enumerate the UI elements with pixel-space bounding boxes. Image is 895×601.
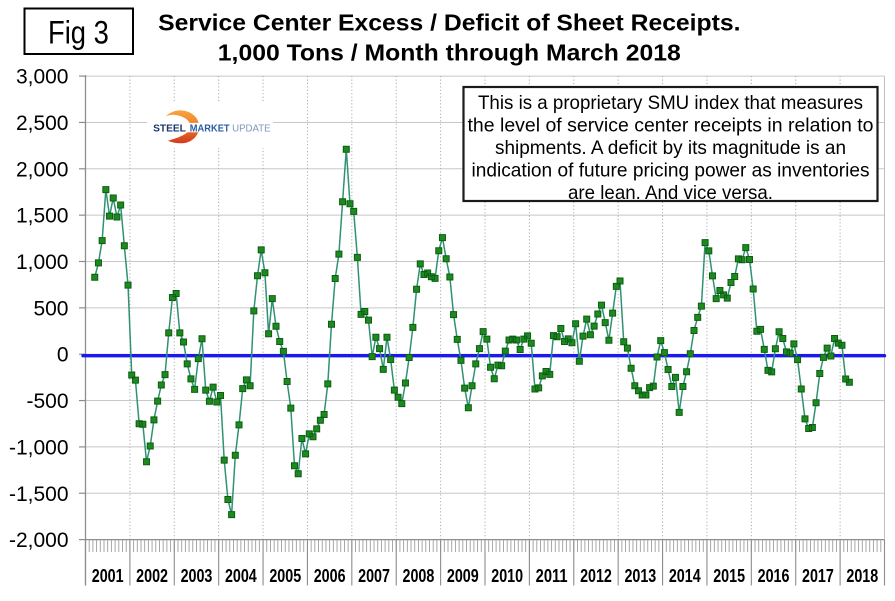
svg-text:-2,000: -2,000 xyxy=(9,529,69,552)
svg-text:2,000: 2,000 xyxy=(16,158,69,181)
svg-text:2015: 2015 xyxy=(713,565,745,586)
svg-text:2014: 2014 xyxy=(669,565,701,586)
svg-text:2013: 2013 xyxy=(624,565,656,586)
svg-text:2012: 2012 xyxy=(580,565,612,586)
svg-text:-1,500: -1,500 xyxy=(9,483,69,506)
svg-text:500: 500 xyxy=(33,297,68,320)
svg-text:1,000 Tons / Month through Mar: 1,000 Tons / Month through March 2018 xyxy=(218,39,681,65)
svg-text:-500: -500 xyxy=(26,390,68,413)
svg-text:2003: 2003 xyxy=(181,565,213,586)
svg-text:Fig 3: Fig 3 xyxy=(48,14,109,50)
svg-text:shipments. A deficit by its ma: shipments. A deficit by its magnitude is… xyxy=(495,137,846,159)
svg-text:MARKET: MARKET xyxy=(190,123,230,134)
svg-text:2006: 2006 xyxy=(314,565,346,586)
svg-text:1,000: 1,000 xyxy=(16,251,69,274)
svg-text:indication of future pricing p: indication of future pricing power as in… xyxy=(472,160,870,182)
svg-text:This is a proprietary SMU inde: This is a proprietary SMU index that mea… xyxy=(478,92,863,114)
svg-text:2005: 2005 xyxy=(269,565,301,586)
svg-text:the level of service center re: the level of service center receipts in … xyxy=(468,114,874,136)
svg-text:2,500: 2,500 xyxy=(16,112,69,135)
svg-text:2009: 2009 xyxy=(447,565,479,586)
svg-text:2001: 2001 xyxy=(92,565,124,586)
svg-text:STEEL: STEEL xyxy=(153,123,186,134)
svg-text:2002: 2002 xyxy=(136,565,168,586)
svg-text:are lean. And vice versa.: are lean. And vice versa. xyxy=(568,182,773,204)
svg-text:1,500: 1,500 xyxy=(16,205,69,228)
svg-text:2007: 2007 xyxy=(358,565,390,586)
svg-text:Service Center Excess / Defici: Service Center Excess / Deficit of Sheet… xyxy=(158,10,740,36)
svg-text:UPDATE: UPDATE xyxy=(232,123,271,134)
svg-text:2004: 2004 xyxy=(225,565,257,586)
svg-text:2008: 2008 xyxy=(403,565,435,586)
svg-text:2010: 2010 xyxy=(491,565,523,586)
svg-text:2017: 2017 xyxy=(802,565,834,586)
svg-text:2016: 2016 xyxy=(758,565,790,586)
svg-text:0: 0 xyxy=(57,344,69,367)
svg-text:3,000: 3,000 xyxy=(16,66,69,89)
svg-text:2018: 2018 xyxy=(846,565,878,586)
svg-text:-1,000: -1,000 xyxy=(9,436,69,459)
svg-text:2011: 2011 xyxy=(536,565,568,586)
